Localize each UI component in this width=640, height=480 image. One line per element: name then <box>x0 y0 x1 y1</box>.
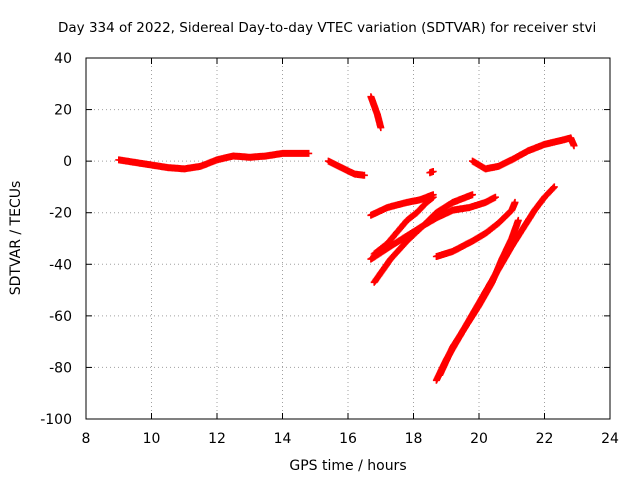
data-marker-path <box>426 168 437 177</box>
x-tick-label: 14 <box>274 431 292 447</box>
y-axis: -100 -80 -60 -40 -20 0 20 40 <box>40 51 610 428</box>
x-tick-label: 16 <box>339 431 357 447</box>
data-marker-path <box>469 134 578 173</box>
data-series-7 <box>367 193 499 263</box>
chart-title: Day 334 of 2022, Sidereal Day-to-day VTE… <box>58 20 596 36</box>
y-tick-label: 0 <box>63 154 72 170</box>
x-tick-label: 22 <box>536 431 554 447</box>
x-tick-label: 18 <box>405 431 423 447</box>
y-tick-label: -60 <box>49 309 72 325</box>
data-markers <box>115 93 578 384</box>
data-marker-path <box>370 193 437 258</box>
x-tick-label: 20 <box>470 431 488 447</box>
data-marker-path <box>367 191 437 219</box>
data-marker-path <box>115 149 313 173</box>
y-tick-label: -40 <box>49 257 72 273</box>
x-tick-label: 24 <box>601 431 619 447</box>
y-tick-label: -80 <box>49 360 72 376</box>
y-tick-label: -20 <box>49 206 72 222</box>
data-marker-path <box>367 93 385 132</box>
x-axis: 8 10 12 14 16 18 20 22 24 <box>82 58 619 447</box>
x-axis-label: GPS time / hours <box>289 458 406 474</box>
data-series-6 <box>367 191 437 219</box>
x-tick-label: 10 <box>143 431 161 447</box>
data-series-4 <box>426 168 437 177</box>
data-series-12 <box>436 216 522 379</box>
y-tick-label: 40 <box>54 51 72 67</box>
data-series-9 <box>370 193 437 258</box>
data-series-3 <box>367 93 385 132</box>
y-tick-label: 20 <box>54 103 72 119</box>
data-marker-path <box>432 198 519 260</box>
data-marker-path <box>324 157 368 179</box>
grid <box>86 58 610 419</box>
x-tick-label: 12 <box>208 431 226 447</box>
data-marker-path <box>367 193 499 263</box>
x-tick-label: 8 <box>82 431 91 447</box>
data-series-10 <box>432 198 519 260</box>
data-marker-path <box>436 216 522 379</box>
data-series-1 <box>115 149 313 173</box>
data-series-8 <box>370 191 476 286</box>
data-series-2 <box>324 157 368 179</box>
y-tick-label: -100 <box>40 412 72 428</box>
data-marker-path <box>370 191 476 286</box>
data-series-5 <box>469 134 578 173</box>
y-axis-label: SDTVAR / TECUs <box>8 181 24 296</box>
